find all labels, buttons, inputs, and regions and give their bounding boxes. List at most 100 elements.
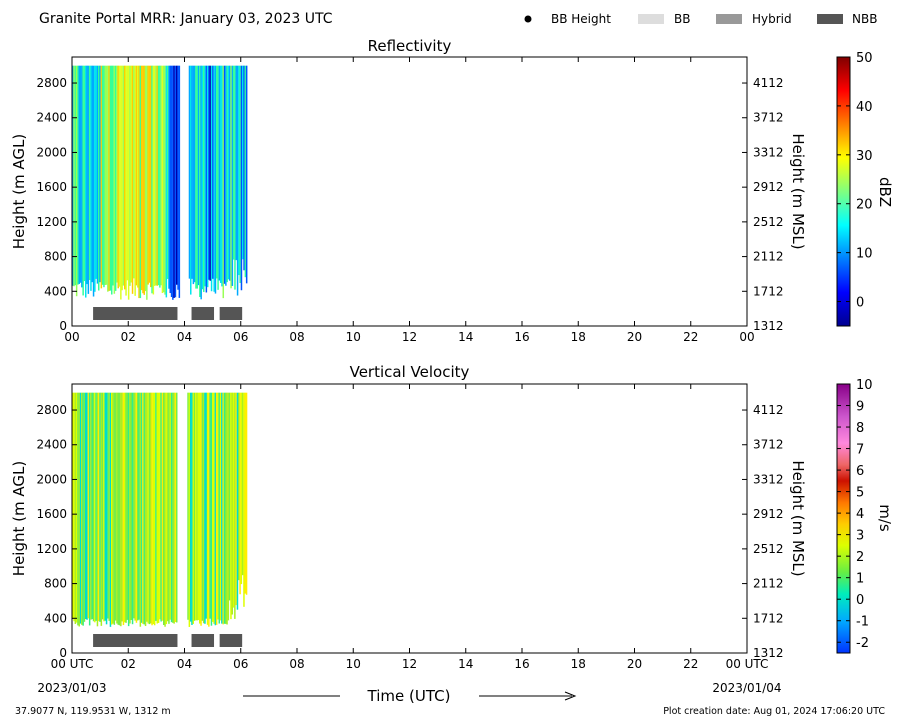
heatmap-cell (236, 65, 239, 296)
heatmap-cell (124, 392, 126, 623)
x-tick-label: 02 (121, 657, 136, 671)
y-right-tick-label: 3712 (753, 111, 784, 125)
colorbar-tick-label: 9 (856, 400, 864, 415)
heatmap-cell (146, 392, 148, 622)
heatmap-cell (240, 65, 243, 291)
heatmap-cell (189, 392, 192, 622)
end-date-label: 2023/01/04 (712, 681, 781, 695)
heatmap-cell (236, 392, 239, 610)
heatmap-cell (81, 392, 83, 625)
figure-title: Granite Portal MRR: January 03, 2023 UTC (39, 11, 333, 27)
heatmap-cell (147, 392, 149, 624)
y-tick-label: 2800 (36, 403, 67, 417)
heatmap-cell (85, 392, 87, 620)
heatmap-cell (172, 65, 174, 300)
bb-legend-label: BB (674, 12, 690, 26)
heatmap-cell (199, 65, 201, 298)
heatmap-cell (120, 392, 122, 627)
y-right-tick-label: 3312 (753, 472, 784, 486)
heatmap-cell (156, 392, 158, 624)
heatmap-cell (155, 65, 157, 286)
heatmap-cell (163, 392, 165, 625)
y-right-tick-label: 3712 (753, 438, 784, 452)
heatmap-cell (134, 65, 136, 296)
heatmap-cell (206, 392, 209, 625)
heatmap-cell (74, 65, 77, 286)
velocity-x-ticks: 00 UTC 02 04 06 08 10 12 14 16 18 20 22 00 UTC (51, 384, 768, 671)
heatmap-cell (104, 392, 106, 621)
heatmap-cell (101, 65, 104, 285)
x-tick-label: 12 (402, 330, 417, 344)
heatmap-cell (199, 392, 201, 624)
heatmap-cell (138, 392, 140, 620)
heatmap-cell (166, 65, 169, 279)
heatmap-cell (81, 65, 83, 288)
heatmap-cell (91, 392, 93, 620)
heatmap-cell (90, 65, 92, 291)
heatmap-cell (218, 65, 221, 281)
heatmap-cell (169, 392, 171, 620)
colorbar-tick-label: 7 (856, 443, 864, 458)
heatmap-cell (143, 65, 145, 295)
heatmap-cell (201, 392, 204, 621)
heatmap-cell (212, 392, 214, 622)
heatmap-cell (159, 392, 161, 620)
heatmap-cell (127, 392, 130, 627)
heatmap-cell (109, 65, 112, 291)
reflectivity-y-ticks-right: 1312 1712 2112 2512 2912 3312 3712 4112 (742, 76, 784, 333)
heatmap-cell (197, 65, 200, 286)
x-tick-label: 20 (627, 330, 642, 344)
y-right-tick-label: 1312 (753, 646, 784, 660)
nbb-legend-label: NBB (852, 12, 877, 26)
heatmap-cell (234, 65, 236, 290)
heatmap-cell (133, 65, 135, 279)
heatmap-cell (107, 65, 109, 292)
y-right-tick-label: 3312 (753, 145, 784, 159)
heatmap-cell (164, 392, 166, 627)
heatmap-cell (87, 65, 90, 294)
heatmap-cell (214, 65, 217, 294)
colorbar-tick-label: 0 (856, 296, 864, 311)
heatmap-cell (157, 392, 160, 623)
heatmap-cell (130, 392, 132, 621)
heatmap-cell (232, 65, 235, 260)
heatmap-cell (126, 392, 129, 620)
x-tick-label: 16 (514, 657, 529, 671)
heatmap-cell (113, 392, 116, 625)
heatmap-cell (105, 392, 108, 625)
heatmap-cell (96, 65, 99, 284)
x-tick-label: 16 (514, 330, 529, 344)
x-tick-label: 20 (627, 657, 642, 671)
heatmap-cell (210, 392, 213, 626)
bb-height-legend-label: BB Height (551, 12, 611, 26)
heatmap-cell (217, 392, 219, 620)
heatmap-cell (83, 65, 86, 282)
heatmap-cell (231, 392, 234, 615)
y-right-tick-label: 1312 (753, 319, 784, 333)
heatmap-cell (122, 65, 125, 286)
precip-type-bar (191, 634, 215, 647)
heatmap-cell (153, 65, 156, 286)
heatmap-cell (221, 65, 223, 287)
y-tick-label: 0 (59, 319, 67, 333)
x-tick-label: 00 (739, 330, 754, 344)
colorbar-tick-label: 1 (856, 572, 864, 587)
y-tick-label: 1200 (36, 215, 67, 229)
heatmap-cell (130, 65, 132, 283)
heatmap-cell (122, 392, 125, 626)
x-tick-label: 10 (346, 330, 361, 344)
y-tick-label: 800 (44, 577, 67, 591)
heatmap-cell (209, 65, 212, 281)
y-tick-label: 400 (44, 284, 67, 298)
heatmap-cell (213, 392, 215, 624)
x-tick-label: 06 (233, 657, 248, 671)
heatmap-cell (82, 392, 84, 626)
heatmap-cell (165, 65, 168, 298)
y-tick-label: 400 (44, 611, 67, 625)
velocity-heatmap (72, 392, 248, 647)
heatmap-cell (129, 65, 131, 286)
heatmap-cell (231, 65, 234, 286)
x-tick-label: 08 (289, 657, 304, 671)
heatmap-cell (96, 392, 99, 627)
heatmap-cell (137, 65, 139, 288)
